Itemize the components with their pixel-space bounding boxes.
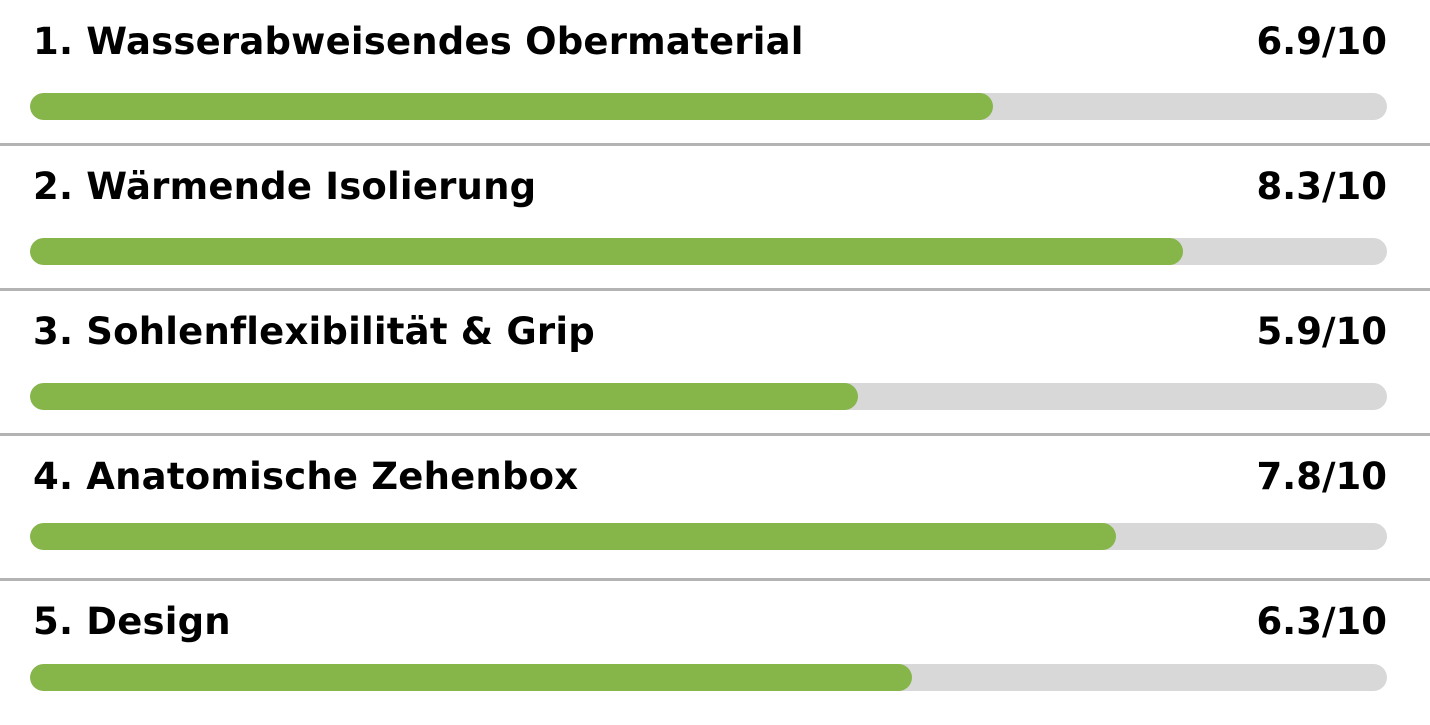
rating-bar-track xyxy=(30,93,1387,120)
rating-bar-track xyxy=(30,383,1387,410)
rating-label: 1. Wasserabweisendes Obermaterial xyxy=(33,20,804,63)
rating-bar-fill xyxy=(30,523,1116,550)
divider xyxy=(0,433,1430,436)
rating-bar-track xyxy=(30,523,1387,550)
rating-label: 4. Anatomische Zehenbox xyxy=(33,455,579,498)
rating-label: 2. Wärmende Isolierung xyxy=(33,165,537,208)
rating-label: 5. Design xyxy=(33,600,231,643)
rating-row: 4. Anatomische Zehenbox 7.8/10 xyxy=(0,435,1430,581)
divider xyxy=(0,578,1430,581)
rating-bar-fill xyxy=(30,383,858,410)
divider xyxy=(0,288,1430,291)
rating-score: 5.9/10 xyxy=(1256,310,1387,353)
rating-score: 8.3/10 xyxy=(1256,165,1387,208)
rating-score: 6.3/10 xyxy=(1256,600,1387,643)
rating-bar-fill xyxy=(30,93,994,120)
divider xyxy=(0,143,1430,146)
rating-bar-track xyxy=(30,238,1387,265)
rating-row: 2. Wärmende Isolierung 8.3/10 xyxy=(0,145,1430,291)
rating-bar-track xyxy=(30,664,1387,691)
rating-row: 5. Design 6.3/10 xyxy=(0,580,1430,725)
rating-score: 6.9/10 xyxy=(1256,20,1387,63)
rating-bar-fill xyxy=(30,664,913,691)
rating-bar-fill xyxy=(30,238,1184,265)
rating-score: 7.8/10 xyxy=(1256,455,1387,498)
rating-label: 3. Sohlenflexibilität & Grip xyxy=(33,310,595,353)
rating-row: 3. Sohlenflexibilität & Grip 5.9/10 xyxy=(0,290,1430,436)
rating-row: 1. Wasserabweisendes Obermaterial 6.9/10 xyxy=(0,0,1430,146)
